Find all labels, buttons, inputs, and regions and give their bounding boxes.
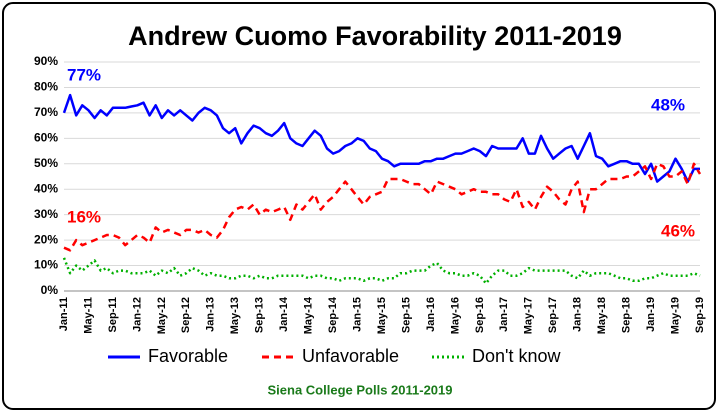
legend-label: Don't know bbox=[472, 346, 561, 366]
x-tick-label: Sep-19 bbox=[694, 297, 706, 333]
y-tick-label: 30% bbox=[34, 207, 58, 221]
y-tick-label: 40% bbox=[34, 181, 58, 195]
x-tick-label: Sep-16 bbox=[474, 297, 486, 333]
x-tick-label: May-14 bbox=[303, 296, 315, 334]
x-tick-label: Jan-18 bbox=[572, 297, 584, 332]
x-tick-label: May-17 bbox=[523, 297, 535, 334]
y-tick-label: 50% bbox=[34, 156, 58, 170]
footer: Siena College Polls 2011-2019 bbox=[268, 382, 453, 397]
x-tick-label: Jan-12 bbox=[131, 297, 143, 332]
y-tick-label: 70% bbox=[34, 105, 58, 119]
y-tick-label: 90% bbox=[34, 54, 58, 68]
x-tick-label: Sep-13 bbox=[254, 297, 266, 333]
series-line bbox=[62, 93, 700, 183]
x-tick-label: Sep-12 bbox=[180, 297, 192, 333]
x-tick-label: Jan-19 bbox=[645, 297, 657, 332]
y-tick-label: 60% bbox=[34, 131, 58, 145]
annotation: 46% bbox=[661, 221, 695, 240]
x-tick-label: May-15 bbox=[376, 297, 388, 334]
chart-title: Andrew Cuomo Favorability 2011-2019 bbox=[128, 21, 622, 51]
x-tick-label: Sep-18 bbox=[621, 297, 633, 333]
x-tick-label: Jan-16 bbox=[425, 297, 437, 332]
x-tick-label: May-19 bbox=[669, 297, 681, 334]
x-tick-label: Jan-17 bbox=[498, 297, 510, 332]
annotation: 77% bbox=[67, 65, 101, 84]
x-tick-label: Jan-14 bbox=[278, 296, 290, 332]
x-tick-label: Sep-15 bbox=[400, 297, 412, 333]
x-tick-label: Jan-15 bbox=[351, 297, 363, 332]
x-tick-label: May-12 bbox=[156, 297, 168, 334]
x-tick-label: Jan-11 bbox=[58, 297, 70, 331]
series-line bbox=[63, 162, 702, 252]
y-tick-label: 10% bbox=[34, 258, 58, 272]
x-tick-label: Sep-17 bbox=[547, 297, 559, 333]
x-tick-label: Jan-13 bbox=[205, 297, 217, 332]
x-tick-label: May-11 bbox=[82, 297, 94, 334]
y-tick-label: 0% bbox=[41, 283, 59, 297]
x-tick-label: Sep-14 bbox=[327, 296, 339, 333]
y-tick-label: 20% bbox=[34, 232, 58, 246]
x-tick-label: May-13 bbox=[229, 297, 241, 334]
x-tick-label: Sep-11 bbox=[107, 297, 119, 332]
y-tick-label: 80% bbox=[34, 80, 58, 94]
legend-label: Favorable bbox=[148, 346, 228, 366]
x-tick-label: May-16 bbox=[449, 297, 461, 334]
legend-label: Unfavorable bbox=[302, 346, 399, 366]
annotation: 48% bbox=[651, 95, 685, 114]
annotation: 16% bbox=[67, 207, 101, 226]
x-tick-label: May-18 bbox=[596, 297, 608, 334]
